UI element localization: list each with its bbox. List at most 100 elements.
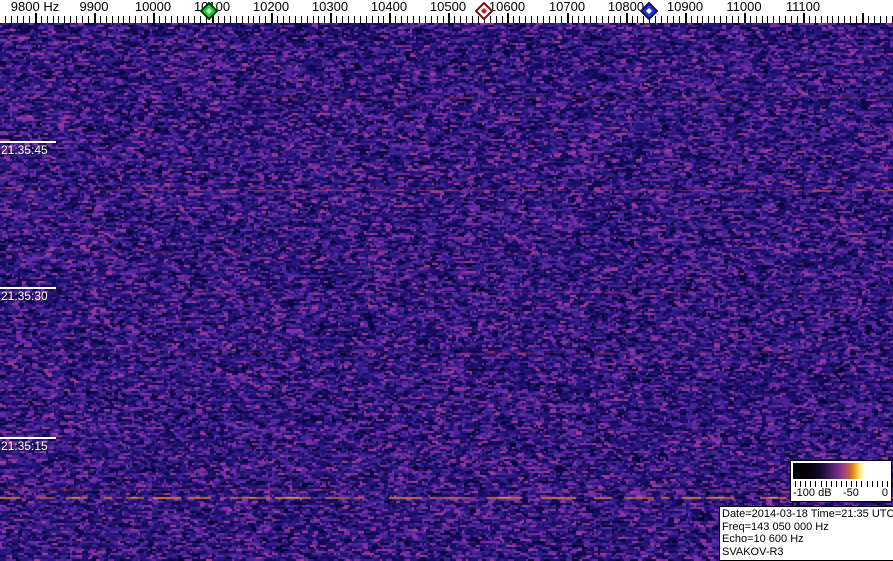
legend-tick [830,481,832,487]
ruler-minor-tick [360,16,361,23]
ruler-label: 10000 [134,0,172,14]
legend-tick [887,481,888,487]
ruler-minor-tick [159,16,160,23]
ruler-minor-tick [112,16,113,23]
ruler-minor-tick [537,16,538,23]
ruler-minor-tick [177,16,178,23]
ruler-minor-tick [106,16,107,23]
legend-tick [871,481,873,487]
ruler-minor-tick [472,16,473,23]
ruler-minor-tick [224,16,225,23]
ruler-major-tick [803,13,805,23]
legend-tick [815,481,817,487]
ruler-minor-tick [29,16,30,23]
ruler-label: 10900 [666,0,704,14]
ruler-minor-tick [720,16,721,23]
ruler-minor-tick [200,16,201,23]
info-echo: Echo=10 600 Hz [722,533,804,545]
legend-tick [835,481,837,487]
ruler-minor-tick [502,16,503,23]
green-diamond-marker[interactable] [199,1,219,25]
ruler-minor-tick [64,16,65,23]
green-diamond-marker-icon [199,1,219,21]
ruler-label: 10800 [607,0,645,14]
info-frequency: Freq=143 050 000 Hz [722,520,829,533]
frequency-ruler[interactable]: 9800 Hz990010000101001020010300104001050… [0,0,893,23]
ruler-minor-tick [413,16,414,23]
ruler-minor-tick [637,16,638,23]
ruler-minor-tick [218,16,219,23]
legend-tick [876,481,878,487]
ruler-minor-tick [443,16,444,23]
ruler-minor-tick [838,16,839,23]
ruler-minor-tick [531,16,532,23]
ruler-label: 11000 [726,0,762,14]
ruler-minor-tick [248,16,249,23]
ruler-minor-tick [708,16,709,23]
ruler-minor-tick [466,16,467,23]
time-label: 21:35:45 [1,143,48,157]
blue-diamond-marker[interactable] [639,1,659,25]
ruler-minor-tick [655,16,656,23]
amplitude-gradient-bar [793,463,889,479]
ruler-minor-tick [832,16,833,23]
ruler-minor-tick [419,16,420,23]
ruler-minor-tick [206,16,207,23]
ruler-major-tick [271,13,273,23]
ruler-minor-tick [827,16,828,23]
ruler-minor-tick [401,16,402,23]
ruler-minor-tick [259,16,260,23]
ruler-label: 10400 [370,0,408,14]
ruler-minor-tick [454,16,455,23]
legend-tick [805,481,807,487]
legend-min-label: -100 dB [793,487,832,499]
ruler-major-tick [330,13,332,23]
red-diamond-marker-icon [474,1,494,21]
spectrogram-waterfall[interactable] [0,23,893,561]
ruler-minor-tick [123,16,124,23]
ruler-minor-tick [632,16,633,23]
ruler-minor-tick [590,16,591,23]
ruler-minor-tick [129,16,130,23]
legend-tick [866,481,868,487]
ruler-minor-tick [118,16,119,23]
ruler-minor-tick [643,16,644,23]
ruler-minor-tick [313,16,314,23]
ruler-minor-tick [697,16,698,23]
ruler-minor-tick [850,16,851,23]
legend-tick [841,481,842,487]
ruler-major-tick [153,13,155,23]
ruler-minor-tick [301,16,302,23]
ruler-minor-tick [714,16,715,23]
red-diamond-marker[interactable] [474,1,494,25]
ruler-minor-tick [578,16,579,23]
ruler-minor-tick [76,16,77,23]
legend-tick [851,481,853,487]
ruler-minor-tick [661,16,662,23]
ruler-minor-tick [555,16,556,23]
ruler-minor-tick [5,16,6,23]
ruler-minor-tick [383,16,384,23]
ruler-minor-tick [437,16,438,23]
ruler-minor-tick [732,16,733,23]
ruler-minor-tick [738,16,739,23]
ruler-minor-tick [265,16,266,23]
ruler-minor-tick [70,16,71,23]
ruler-minor-tick [188,16,189,23]
ruler-minor-tick [702,16,703,23]
ruler-minor-tick [667,16,668,23]
ruler-minor-tick [496,16,497,23]
ruler-minor-tick [880,16,881,23]
ruler-minor-tick [561,16,562,23]
ruler-major-tick [94,13,96,23]
ruler-minor-tick [236,16,237,23]
legend-tick [846,481,848,487]
ruler-minor-tick [815,16,816,23]
ruler-major-tick [212,13,214,23]
amplitude-legend-labels: -100 dB -50 0 [791,487,891,500]
ruler-label: 10700 [548,0,586,14]
ruler-minor-tick [23,16,24,23]
ruler-minor-tick [762,16,763,23]
legend-max-label: 0 [881,487,888,499]
